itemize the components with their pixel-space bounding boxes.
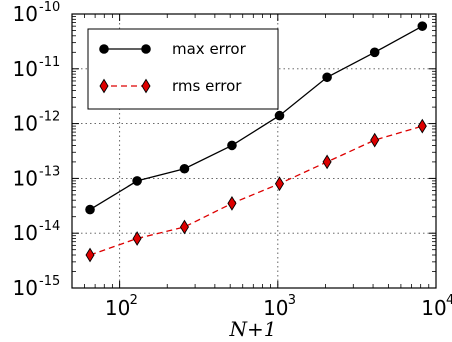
y-tick-label: 10 (13, 166, 38, 190)
data-point-marker (86, 205, 95, 214)
data-point-marker (228, 141, 237, 150)
y-tick-label: 10 (13, 57, 38, 81)
series-rms-error (86, 120, 426, 262)
data-point-marker (133, 232, 141, 245)
x-axis-label: N+1 (229, 317, 277, 341)
legend-marker (100, 45, 109, 54)
y-tick-label: 10 (13, 112, 38, 136)
legend-label: rms error (172, 77, 242, 95)
x-tick-exponent: 2 (130, 293, 138, 308)
y-tick-exponent: -13 (39, 164, 60, 179)
y-tick-label: 10 (13, 221, 38, 245)
x-tick-label: 10 (105, 296, 130, 320)
x-tick-exponent: 4 (446, 293, 452, 308)
data-point-marker (323, 155, 331, 168)
y-tick-exponent: -10 (39, 0, 60, 15)
y-tick-exponent: -11 (39, 55, 60, 70)
legend: max error rms error (88, 29, 278, 109)
data-point-marker (275, 111, 284, 120)
legend-marker (142, 45, 151, 54)
y-tick-exponent: -12 (39, 110, 60, 125)
legend-label: max error (172, 40, 247, 58)
y-tick-exponent: -15 (39, 274, 60, 289)
data-point-marker (228, 197, 236, 210)
data-point-marker (133, 177, 142, 186)
data-point-marker (371, 134, 379, 147)
data-point-marker (86, 249, 94, 262)
data-point-marker (418, 22, 427, 31)
x-tick-exponent: 3 (288, 293, 296, 308)
data-point-marker (180, 220, 188, 233)
y-tick-label: 10 (13, 276, 38, 300)
y-tick-label: 10 (13, 2, 38, 26)
data-point-marker (276, 177, 284, 190)
data-point-marker (418, 120, 426, 133)
data-point-marker (180, 164, 189, 173)
data-point-marker (370, 48, 379, 57)
x-tick-label: 10 (421, 296, 446, 320)
y-tick-exponent: -14 (39, 219, 60, 234)
data-point-marker (323, 73, 332, 82)
